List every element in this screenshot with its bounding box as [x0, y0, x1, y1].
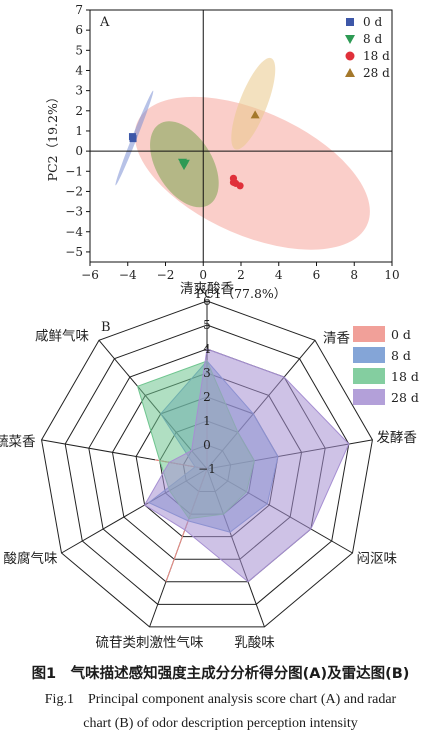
pca-y-tick-label: 7: [75, 3, 83, 17]
pca-panel-label: A: [99, 15, 110, 30]
pca-legend-label: 18 d: [363, 49, 390, 63]
radar-r-tick-label: −1: [198, 462, 216, 476]
radar-axis-label: 乳酸味: [234, 635, 275, 651]
pca-x-tick-label: −2: [157, 268, 175, 282]
radar-r-tick-label: 6: [203, 294, 211, 308]
pca-y-tick-label: 5: [75, 43, 83, 57]
pca-y-tick-label: −2: [65, 184, 83, 198]
radar-r-tick-label: 0: [203, 438, 211, 452]
radar-grid-ring: [64, 324, 350, 605]
pca-legend-marker-8d: [345, 35, 355, 44]
pca-legend-marker-18d: [345, 51, 355, 61]
pca-y-tick-label: −1: [65, 164, 83, 178]
pca-point-8d-3: [180, 159, 190, 168]
radar-legend-label: 0 d: [391, 327, 411, 342]
radar-r-tick-label: 2: [203, 390, 211, 404]
pca-x-tick-label: 10: [384, 268, 399, 282]
figure-canvas: −6 −4 −2 0 2 4 6 8 10−5−4−3−2−101234567PC1（77.8%…: [0, 3, 419, 651]
pca-x-tick-label: 2: [237, 268, 245, 282]
pca-y-tick-label: 1: [75, 124, 83, 138]
pca-legend-label: 28 d: [363, 66, 390, 80]
pca-legend-label: 8 d: [363, 32, 382, 46]
pca-x-tick-label: 6: [313, 268, 321, 282]
pca-y-tick-label: 6: [75, 23, 83, 37]
radar-axis-label: 咸鲜气味: [35, 328, 89, 344]
radar-axis-label: 清爽酸香: [180, 281, 234, 297]
pca-y-tick-label: 4: [75, 63, 83, 77]
pca-x-tick-label: 4: [275, 268, 283, 282]
pca-y-tick-label: −4: [65, 225, 83, 239]
pca-point-0d-2: [129, 135, 137, 143]
pca-y-tick-label: 3: [75, 84, 83, 98]
pca-y-tick-label: 0: [75, 144, 83, 158]
pca-ellipses: [115, 57, 370, 250]
pca-x-tick-label: 8: [350, 268, 358, 282]
radar-legend-swatch-0d: [353, 326, 385, 342]
pca-y-tick-label: −3: [65, 205, 83, 219]
radar-grid-ring: [41, 300, 373, 628]
radar-axis-label: 闷沤味: [356, 551, 397, 567]
figure-caption-chinese: 图1 气味描述感知强度主成分分析得分图(A)及雷达图(B): [31, 666, 410, 682]
pca-legend-marker-0d: [346, 18, 354, 26]
pca-x-tick-label: −4: [119, 268, 137, 282]
pca-x-tick-label: −6: [81, 268, 99, 282]
figure-caption-english-line-2: chart (B) of odor description perception…: [83, 716, 358, 731]
radar-legend-label: 8 d: [391, 348, 411, 363]
radar-legend-label: 28 d: [391, 390, 419, 405]
pca-point-18d-3: [236, 182, 244, 190]
radar-legend-swatch-18d: [353, 368, 385, 384]
pca-point-18d-4: [229, 178, 238, 186]
radar-r-tick-label: 5: [203, 318, 211, 332]
radar-panel-label: B: [101, 320, 111, 335]
radar-legend-swatch-28d: [353, 389, 385, 405]
figure-caption-english: Fig.1 Principal component analysis score…: [10, 688, 431, 736]
pca-score-plot: −6 −4 −2 0 2 4 6 8 10 −5 −4 −3 −2 −1 0 1 2 3 4 5 6 7 PC1（77.8%…: [45, 3, 400, 301]
pca-y-tick-label: 2: [75, 104, 83, 118]
pca-y-axis-label: PC2（19.2%）: [45, 91, 60, 182]
pca-legend-marker-28d: [345, 68, 355, 77]
pca-x-axis-label: PC1（77.8%）: [196, 286, 287, 301]
pca-x-tick-label: 0: [199, 268, 207, 282]
radar-legend-swatch-8d: [353, 347, 385, 363]
radar-axis-label: 酸腐气味: [4, 551, 58, 567]
figure-caption-english-line-1: Fig.1 Principal component analysis score…: [44, 692, 397, 707]
radar-legend-label: 18 d: [391, 369, 419, 384]
radar-axis-label: 清香: [323, 330, 350, 346]
pca-legend-label: 0 d: [363, 15, 382, 29]
radar-axis-label: 硫苷类刺激性气味: [96, 635, 204, 651]
radar-r-tick-label: 3: [203, 366, 211, 380]
radar-axis-label: 发酵香: [376, 430, 417, 446]
pca-y-tick-label: −5: [65, 245, 83, 259]
radar-series-28d: [143, 348, 350, 583]
radar-axis-label: 蔬菜香: [0, 434, 36, 450]
pca-point-28d-1: [250, 110, 260, 119]
pca-ellipse-28d: [231, 57, 276, 150]
radar-r-tick-label: 4: [203, 342, 211, 356]
radar-r-tick-label: 1: [203, 414, 211, 428]
